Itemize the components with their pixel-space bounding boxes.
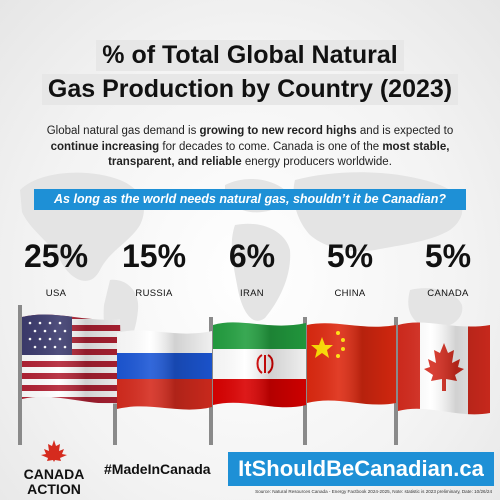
intro-text-3: for decades to come. Canada is one of th… (159, 140, 383, 153)
canada-flag-icon (398, 322, 490, 415)
value-label: 25% (23, 238, 89, 274)
intro-bold-1: growing to new record highs (199, 125, 357, 137)
intro-text-1: Global natural gas demand is (46, 125, 200, 137)
maple-leaf-logo-icon (41, 440, 67, 462)
canada-action-logo: CANADA ACTION (14, 438, 94, 497)
page-title-line-2: Gas Production by Country (2023) (41, 74, 459, 105)
category-label: RUSSIA (135, 288, 173, 299)
page-title-line-1: % of Total Global Natural (96, 40, 404, 71)
stat-canada: 5% CANADA (398, 238, 498, 299)
intro-bold-3: most stable, transparent, and reliable (108, 140, 450, 169)
intro-text-4: energy producers worldwide. (241, 156, 392, 168)
iran-flag-icon (213, 322, 306, 408)
usa-flag-icon (22, 314, 122, 404)
flag-pole-usa (18, 305, 22, 445)
russia-flag-icon (117, 330, 212, 410)
stat-iran: 6% IRAN (202, 238, 302, 299)
category-label: CHINA (334, 288, 366, 299)
logo-line-1: CANADA (23, 466, 85, 482)
value-label: 5% (326, 238, 374, 274)
title-line-1-wrap: % of Total Global Natural (0, 40, 500, 71)
intro-paragraph: Global natural gas demand is growing to … (40, 124, 460, 171)
category-label: USA (45, 288, 67, 299)
source-note: Source: Natural Resources Canada - Energ… (255, 489, 492, 494)
value-label: 5% (424, 238, 472, 274)
stat-russia: 15% RUSSIA (104, 238, 204, 299)
stat-usa: 25% USA (6, 238, 106, 299)
flags-row (18, 305, 490, 445)
intro-bold-2: continue increasing (50, 140, 160, 153)
stat-china: 5% CHINA (300, 238, 400, 299)
category-label: IRAN (240, 288, 264, 299)
question-banner: As long as the world needs natural gas, … (34, 189, 466, 210)
website-banner[interactable]: ItShouldBeCanadian.ca (228, 452, 494, 486)
value-label: 15% (121, 238, 187, 274)
title-line-2-wrap: Gas Production by Country (2023) (0, 74, 500, 105)
logo-line-2: ACTION (27, 481, 81, 497)
china-flag-icon (307, 323, 396, 405)
category-label: CANADA (427, 288, 469, 299)
value-label: 6% (228, 238, 276, 274)
hashtag: #MadeInCanada (104, 461, 211, 477)
intro-text-2: and is expected to (356, 125, 454, 137)
